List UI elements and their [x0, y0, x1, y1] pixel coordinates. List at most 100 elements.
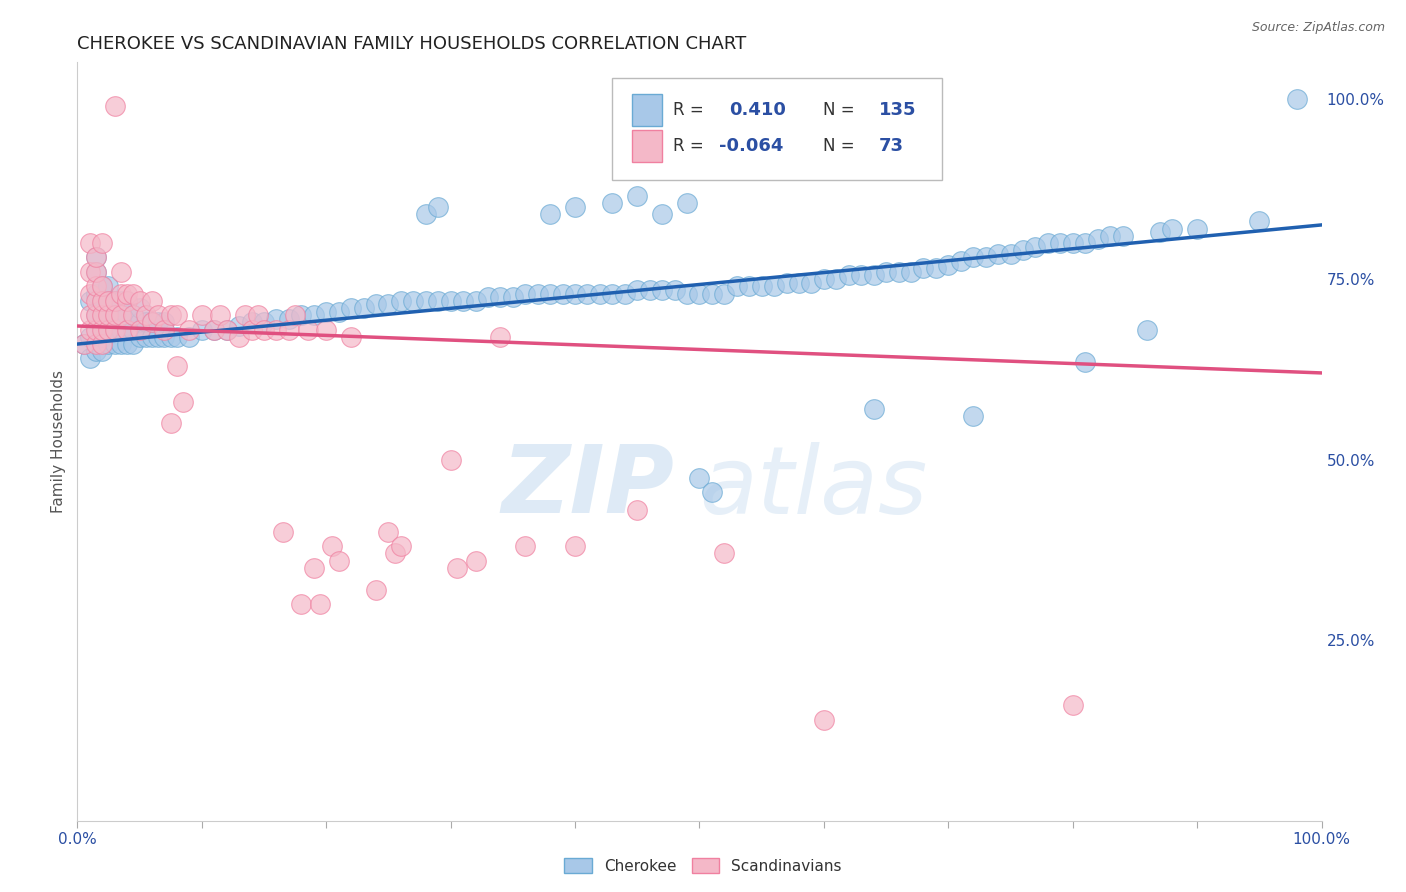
- Point: [122, 337, 145, 351]
- Point: [551, 286, 574, 301]
- Legend: Cherokee, Scandinavians: Cherokee, Scandinavians: [558, 852, 848, 880]
- Point: [321, 539, 343, 553]
- Point: [166, 359, 188, 373]
- Point: [104, 99, 127, 113]
- Point: [91, 301, 114, 315]
- Point: [148, 308, 170, 322]
- Point: [962, 409, 984, 424]
- Point: [128, 301, 150, 315]
- Point: [1185, 221, 1208, 235]
- Point: [451, 293, 474, 308]
- Point: [179, 330, 201, 344]
- Point: [79, 293, 101, 308]
- FancyBboxPatch shape: [613, 78, 942, 180]
- Point: [253, 323, 276, 337]
- Point: [364, 297, 387, 311]
- Point: [209, 308, 232, 322]
- Point: [115, 308, 138, 322]
- Point: [302, 308, 325, 322]
- Point: [297, 323, 319, 337]
- Point: [415, 293, 437, 308]
- Point: [104, 337, 127, 351]
- Point: [290, 597, 312, 611]
- Point: [148, 330, 170, 344]
- Point: [887, 265, 910, 279]
- Point: [1036, 235, 1059, 250]
- Point: [202, 323, 225, 337]
- Point: [79, 235, 101, 250]
- Point: [122, 308, 145, 322]
- Point: [651, 207, 673, 221]
- Point: [515, 286, 537, 301]
- Point: [851, 268, 873, 283]
- Point: [97, 279, 120, 293]
- Point: [91, 279, 114, 293]
- Point: [277, 311, 299, 326]
- Point: [1285, 91, 1308, 105]
- Point: [110, 337, 132, 351]
- Point: [110, 286, 132, 301]
- Point: [328, 304, 350, 318]
- Point: [104, 308, 127, 322]
- Point: [689, 286, 711, 301]
- Point: [389, 293, 412, 308]
- Point: [1149, 225, 1171, 239]
- Point: [128, 315, 150, 329]
- Point: [464, 554, 486, 568]
- Point: [1012, 243, 1035, 257]
- Point: [427, 293, 450, 308]
- Point: [97, 337, 120, 351]
- Point: [159, 330, 181, 344]
- Point: [215, 323, 238, 337]
- Point: [271, 524, 294, 539]
- Point: [153, 315, 176, 329]
- Point: [900, 265, 922, 279]
- Point: [79, 286, 101, 301]
- Point: [489, 330, 512, 344]
- Point: [84, 265, 107, 279]
- Point: [1062, 235, 1084, 250]
- Point: [135, 315, 157, 329]
- Point: [309, 597, 332, 611]
- Point: [377, 524, 399, 539]
- Point: [800, 276, 823, 290]
- Point: [1062, 698, 1084, 712]
- Point: [315, 304, 337, 318]
- Point: [787, 276, 810, 290]
- Point: [315, 323, 337, 337]
- Point: [700, 286, 723, 301]
- Point: [148, 315, 170, 329]
- Point: [1161, 221, 1184, 235]
- Point: [340, 330, 363, 344]
- Point: [110, 293, 132, 308]
- Point: [172, 394, 194, 409]
- Point: [104, 293, 127, 308]
- Text: Source: ZipAtlas.com: Source: ZipAtlas.com: [1251, 21, 1385, 34]
- Point: [415, 207, 437, 221]
- Point: [987, 247, 1010, 261]
- Point: [538, 207, 561, 221]
- Point: [936, 258, 959, 272]
- Point: [626, 283, 648, 297]
- Point: [91, 337, 114, 351]
- Point: [538, 286, 561, 301]
- Point: [141, 315, 163, 329]
- Point: [97, 293, 120, 308]
- Point: [838, 268, 860, 283]
- Point: [564, 539, 586, 553]
- Point: [364, 582, 387, 597]
- Point: [79, 330, 101, 344]
- Point: [340, 301, 363, 315]
- Text: -0.064: -0.064: [720, 136, 783, 155]
- Point: [141, 315, 163, 329]
- Point: [104, 308, 127, 322]
- Point: [91, 315, 114, 329]
- Point: [110, 323, 132, 337]
- Point: [1074, 355, 1097, 369]
- Point: [128, 293, 150, 308]
- FancyBboxPatch shape: [633, 95, 662, 126]
- Point: [1136, 323, 1159, 337]
- Point: [439, 293, 461, 308]
- Point: [638, 283, 661, 297]
- Point: [79, 265, 101, 279]
